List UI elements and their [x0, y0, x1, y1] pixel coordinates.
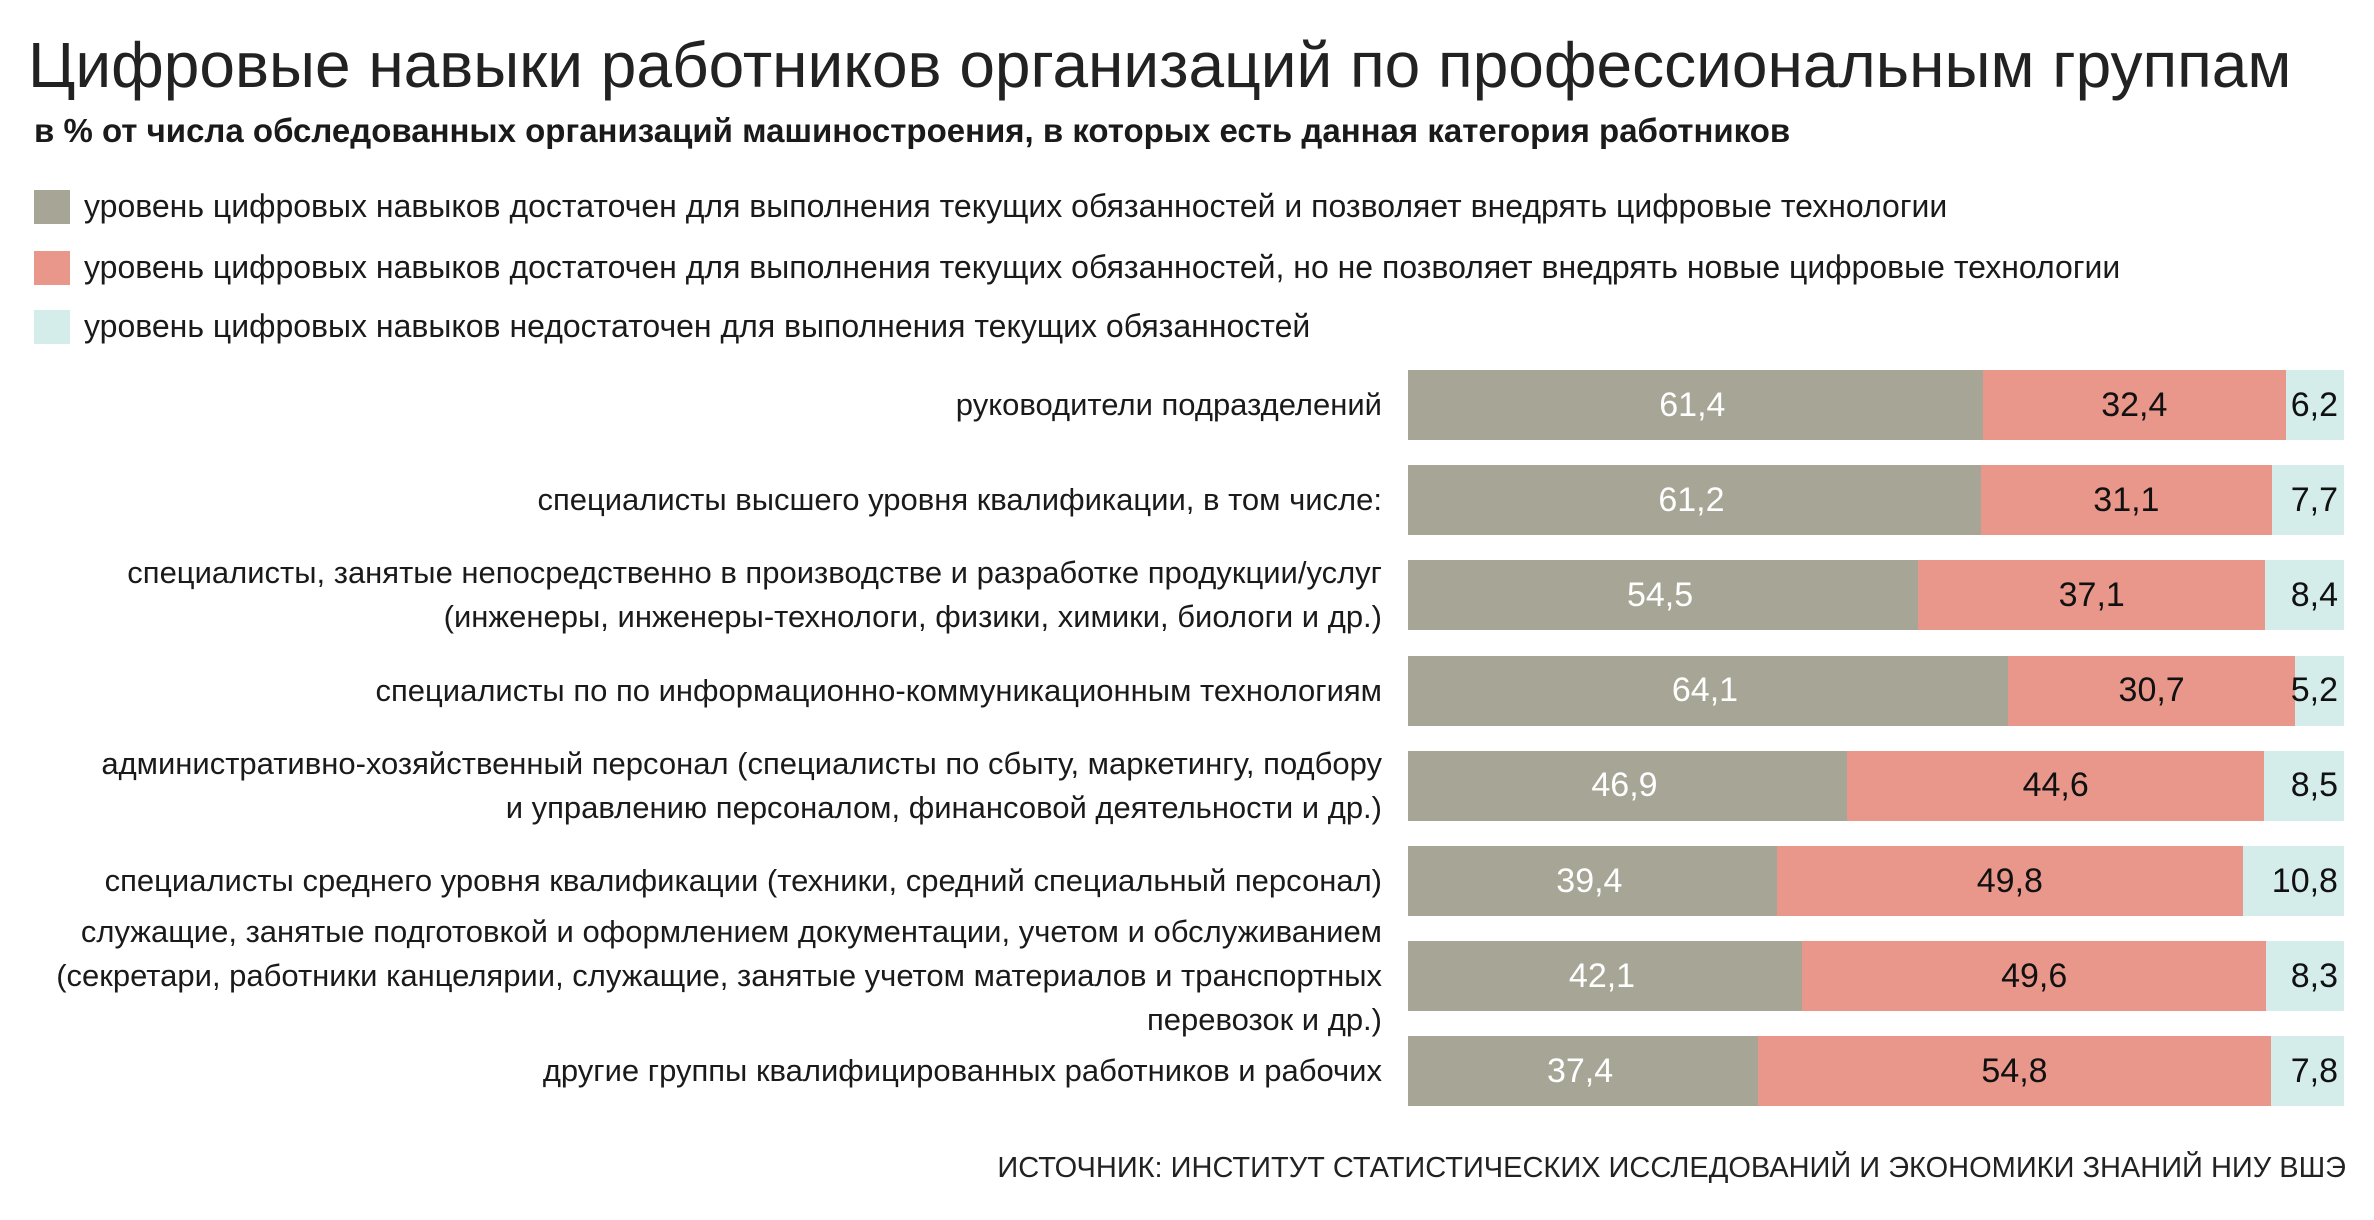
data-label: 37,4 — [1546, 1051, 1614, 1090]
category-label: специалисты высшего уровня квалификации,… — [537, 482, 1382, 518]
data-label: 39,4 — [1556, 861, 1623, 900]
data-label: 64,1 — [1671, 671, 1739, 710]
bar-segment: 49,8 — [1776, 846, 2243, 916]
bar-segment: 30,7 — [2007, 655, 2296, 726]
bar-segment: 6,2 — [2285, 370, 2344, 440]
data-label: 30,7 — [2118, 671, 2185, 710]
legend-label: уровень цифровых навыков достаточен для … — [84, 249, 2121, 285]
data-label: 44,6 — [2022, 766, 2089, 805]
data-label: 42,1 — [1568, 956, 1636, 995]
bar-segment: 7,7 — [2271, 465, 2344, 536]
category-label: специалисты по по информационно-коммуник… — [375, 672, 1382, 708]
bar-segment: 37,4 — [1408, 1036, 1759, 1107]
data-label: 61,4 — [1659, 385, 1726, 424]
legend-item: уровень цифровых навыков достаточен для … — [34, 249, 2120, 286]
data-label: 5,2 — [2290, 671, 2338, 710]
bar-segment: 54,8 — [1758, 1036, 2271, 1107]
category-label: служащие, занятые подготовкой и оформлен… — [56, 914, 1382, 1038]
bar-segment: 8,5 — [2264, 750, 2344, 821]
data-label: 8,4 — [2290, 575, 2338, 614]
bar-segment: 31,1 — [1980, 465, 2272, 536]
bar-segment: 39,4 — [1408, 846, 1777, 916]
category-label: специалисты среднего уровня квалификации… — [104, 863, 1382, 898]
category-label: специалисты, занятые непосредственно в п… — [127, 555, 1382, 635]
bar-segment: 42,1 — [1408, 941, 1803, 1012]
bar-segment: 10,8 — [2242, 846, 2344, 916]
legend-swatch — [34, 189, 70, 224]
bar-segment: 37,1 — [1918, 560, 2266, 631]
chart-title: Цифровые навыки работников организаций п… — [28, 29, 2292, 101]
bar-segment: 8,3 — [2266, 941, 2344, 1012]
bar-segment: 64,1 — [1408, 655, 2008, 726]
bar-segment: 7,8 — [2270, 1036, 2344, 1107]
data-label: 49,6 — [2001, 956, 2068, 995]
data-label: 46,9 — [1591, 766, 1658, 805]
data-label: 37,1 — [2058, 575, 2125, 614]
data-label: 7,7 — [2290, 480, 2338, 519]
bar-segment: 49,6 — [1802, 941, 2267, 1012]
legend-swatch — [34, 309, 70, 344]
legend-swatch — [34, 250, 70, 285]
legend-label: уровень цифровых навыков недостаточен дл… — [84, 308, 1311, 344]
category-label: административно-хозяйственный персонал (… — [101, 745, 1382, 825]
data-label: 61,2 — [1658, 480, 1725, 519]
data-label: 7,8 — [2290, 1051, 2338, 1090]
data-label: 49,8 — [1976, 861, 2043, 900]
data-label: 54,8 — [1981, 1051, 2048, 1090]
bar-segment: 32,4 — [1982, 370, 2286, 440]
data-label: 8,5 — [2290, 766, 2338, 805]
bar-segment: 8,4 — [2265, 560, 2344, 631]
data-label: 31,1 — [2093, 480, 2160, 519]
bar-segment: 46,9 — [1408, 750, 1847, 821]
data-label: 32,4 — [2101, 385, 2168, 424]
chart-subtitle: в % от числа обследованных организаций м… — [34, 112, 1791, 149]
data-label: 10,8 — [2271, 861, 2338, 900]
data-label: 54,5 — [1626, 575, 1694, 614]
bar-segment: 61,4 — [1408, 370, 1983, 440]
bar-segment: 44,6 — [1846, 750, 2265, 821]
source-note: ИСТОЧНИК: ИНСТИТУТ СТАТИСТИЧЕСКИХ ИССЛЕД… — [997, 1152, 2346, 1184]
legend-item: уровень цифровых навыков достаточен для … — [34, 188, 1947, 225]
bar-segment: 61,2 — [1408, 465, 1981, 536]
category-label: руководители подразделений — [955, 387, 1382, 422]
category-label: другие группы квалифицированных работник… — [542, 1053, 1382, 1089]
data-label: 6,2 — [2290, 385, 2338, 424]
bar-segment: 54,5 — [1408, 560, 1919, 631]
legend-label: уровень цифровых навыков достаточен для … — [84, 188, 1948, 224]
data-label: 8,3 — [2290, 956, 2338, 995]
bar-segment: 5,2 — [2291, 655, 2344, 726]
legend-item: уровень цифровых навыков недостаточен дл… — [34, 308, 1310, 345]
